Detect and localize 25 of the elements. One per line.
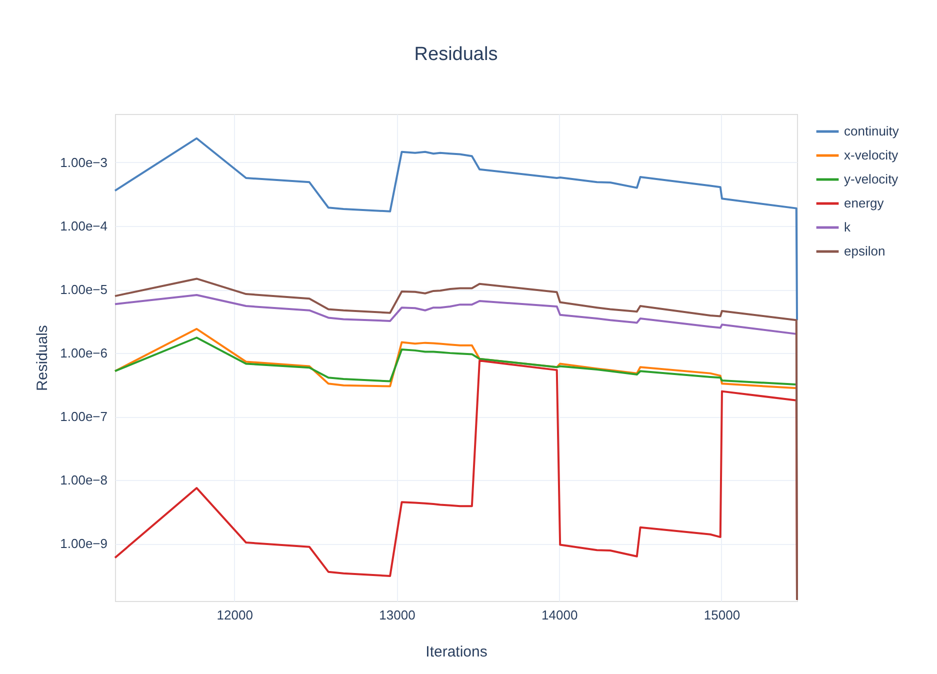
legend-label: continuity: [844, 124, 900, 138]
y-tick-label: 1.00e−5: [60, 282, 108, 298]
y-tick-label: 1.00e−9: [60, 536, 108, 552]
y-axis-title: Residuals: [34, 325, 52, 391]
legend-label: epsilon: [844, 244, 886, 258]
legend-label: x-velocity: [844, 148, 899, 162]
x-tick-label: 15000: [704, 608, 740, 622]
x-axis-title: Iterations: [426, 644, 488, 660]
line-series: [114, 328, 798, 390]
legend-label: y-velocity: [844, 172, 899, 186]
y-tick-label: 1.00e−4: [60, 218, 108, 234]
x-tick-label: 13000: [379, 608, 416, 622]
chart-title: Residuals: [414, 44, 498, 65]
x-tick-label: 12000: [216, 608, 253, 622]
y-tick-label: 1.00e−7: [60, 409, 108, 424]
line-series: [114, 137, 798, 322]
line-series: [114, 278, 798, 601]
legend-label: k: [844, 220, 851, 234]
x-tick-label: 14000: [542, 608, 578, 622]
y-tick-label: 1.00e−6: [60, 346, 108, 361]
line-series: [114, 336, 798, 386]
y-tick-label: 1.00e−3: [60, 154, 108, 170]
y-tick-label: 1.00e−8: [60, 472, 108, 488]
legend-label: energy: [844, 196, 884, 210]
line-series: [114, 294, 798, 335]
